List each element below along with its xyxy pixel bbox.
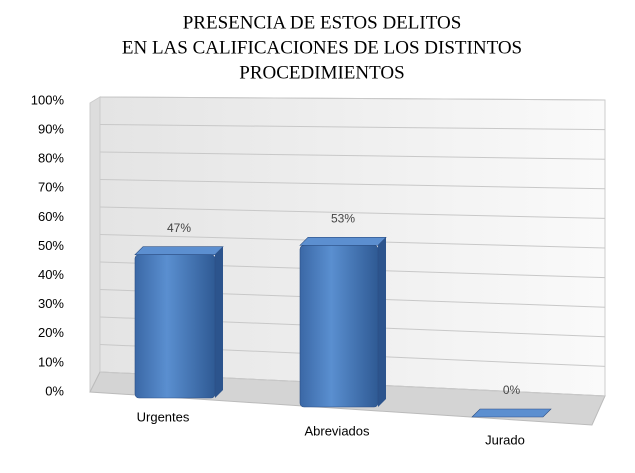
bar-part [378,237,386,407]
bar [471,408,552,418]
value-label: 0% [503,383,521,397]
x-tick-label: Urgentes [137,409,190,424]
x-tick-label: Jurado [485,432,525,447]
bar [134,246,224,399]
chart-title: PRESENCIA DE ESTOS DELITOS [183,12,462,33]
grid-line [99,206,606,219]
y-tick-label: 10% [38,354,64,369]
side-wall [89,96,101,393]
bar [299,237,387,408]
x-tick-label: Abreviados [304,423,370,438]
value-label: 53% [331,212,355,226]
y-tick-label: 40% [38,267,64,282]
grid-line [99,96,606,101]
y-tick-label: 20% [38,325,64,340]
y-tick-label: 90% [38,122,64,137]
grid-line [99,124,606,131]
y-tick-label: 100% [31,92,65,107]
bar-part [471,408,552,418]
y-tick-label: 80% [38,151,64,166]
chart-title: EN LAS CALIFICACIONES DE LOS DISTINTOS [122,37,522,58]
bar-part [299,245,379,408]
bar-part [215,246,223,398]
y-tick-label: 50% [38,238,64,253]
y-tick-label: 60% [38,209,64,224]
bar-part [299,237,387,246]
y-tick-label: 0% [45,383,64,398]
bar-part [134,254,216,399]
grid-line [99,179,606,190]
grid-line [99,151,606,160]
bar-part [134,246,224,255]
chart-title: PROCEDIMIENTOS [239,62,404,83]
y-tick-label: 70% [38,180,64,195]
value-label: 47% [167,221,191,235]
y-tick-label: 30% [38,296,64,311]
